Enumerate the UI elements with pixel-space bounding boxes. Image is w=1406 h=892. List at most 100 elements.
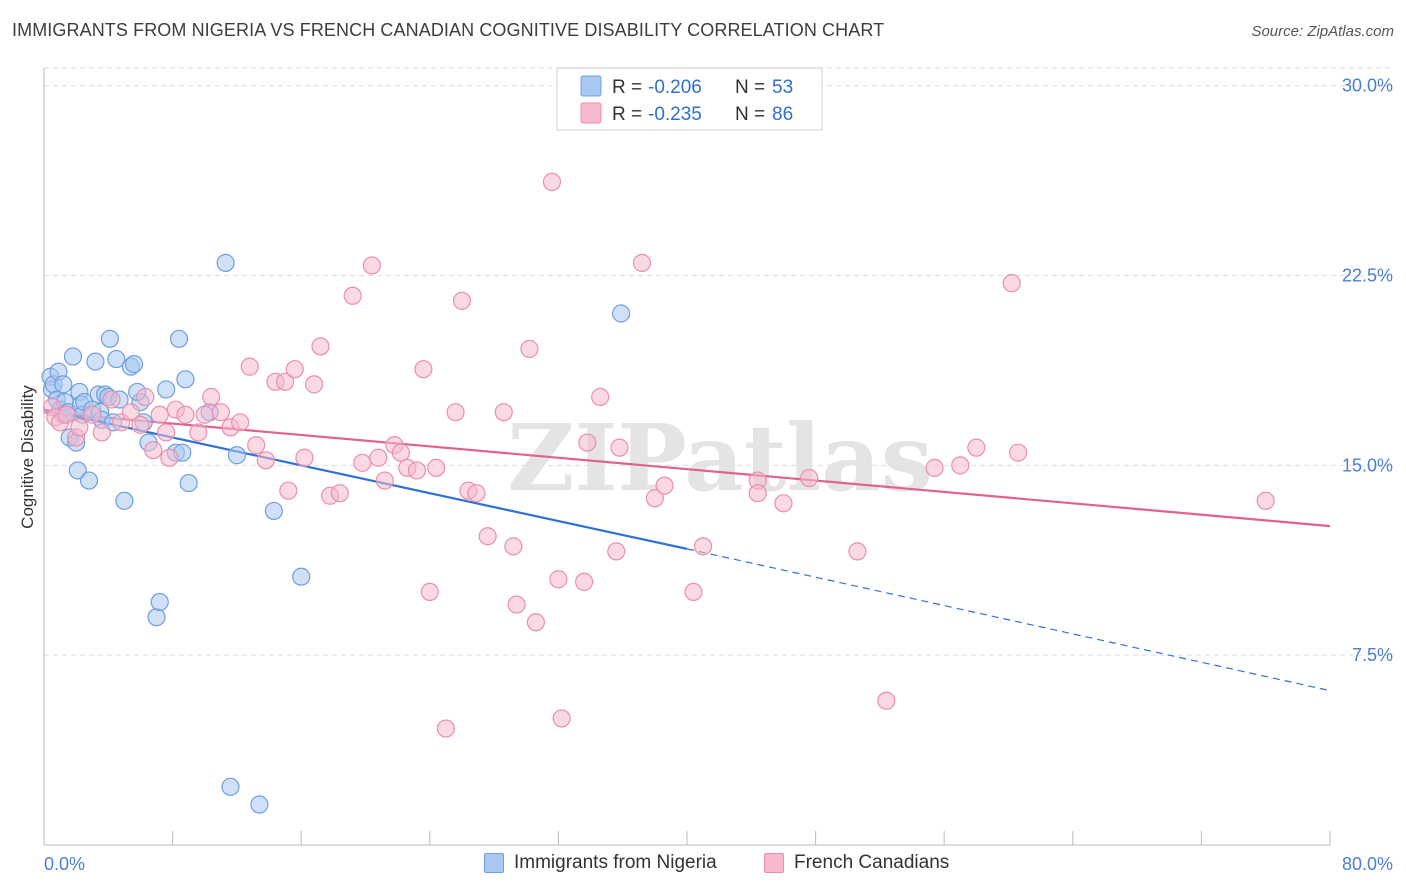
- legend-n-value: 53: [772, 77, 793, 98]
- french-canadian-point: [102, 390, 121, 409]
- trend-lines: [43, 408, 1331, 692]
- y-tick-label: 15.0%: [1342, 455, 1393, 475]
- french-canadian-point: [446, 403, 465, 422]
- nigeria-point: [264, 501, 283, 521]
- watermark: ZIPatlas: [507, 404, 932, 512]
- nigeria-point: [292, 567, 311, 586]
- french-canadian-point: [1256, 491, 1275, 510]
- french-canadian-point: [240, 357, 259, 376]
- french-canadian-point: [157, 423, 176, 442]
- french-canadian-point: [542, 172, 562, 191]
- nigeria-point: [100, 329, 120, 348]
- french-canadian-point: [407, 461, 427, 480]
- nigeria-point: [221, 777, 240, 796]
- french-canadian-point: [526, 613, 545, 632]
- french-canadian-point: [256, 451, 275, 470]
- legend-swatch: [580, 102, 602, 124]
- french-canadian-point: [144, 441, 163, 460]
- french-canadian-point: [427, 458, 446, 477]
- nigeria-point: [250, 795, 269, 814]
- french-canadian-point: [57, 405, 76, 424]
- axes: [43, 68, 1331, 846]
- x-tick-label: 80.0%: [1342, 854, 1393, 874]
- nigeria-point: [147, 608, 166, 627]
- french-canadian-point: [195, 405, 214, 424]
- nigeria-point: [157, 380, 176, 399]
- french-canadian-point: [420, 582, 439, 602]
- y-axis-label: Cognitive Disability: [18, 385, 37, 529]
- french-canadian-point: [83, 405, 102, 424]
- french-canadian-point: [507, 595, 526, 614]
- legend-r-label: R =: [612, 104, 642, 125]
- y-tick-label: 7.5%: [1352, 645, 1393, 665]
- french-canadian-point: [800, 468, 819, 488]
- french-canadian-point: [436, 719, 455, 738]
- french-canadian-point: [494, 403, 513, 422]
- french-canadian-point: [693, 537, 713, 556]
- french-canadian-point: [295, 448, 314, 467]
- french-canadian-point: [304, 375, 324, 394]
- french-canadian-point: [467, 484, 486, 503]
- stats-legend: R = -0.206 N = 53 R = -0.235 N = 86: [556, 67, 823, 131]
- french-canadian-point: [645, 489, 664, 508]
- french-canadian-point: [414, 360, 433, 379]
- y-tick-labels: 7.5% 15.0% 22.5% 30.0%: [1342, 76, 1393, 665]
- french-canadian-point: [353, 453, 372, 472]
- nigeria-point: [216, 253, 235, 272]
- nigeria-point: [79, 471, 99, 490]
- french-canadian-point: [285, 360, 304, 379]
- french-canadian-point: [607, 542, 626, 561]
- french-canadian-point: [1009, 443, 1028, 462]
- y-tick-label: 22.5%: [1342, 266, 1393, 286]
- french-canadian-point: [330, 484, 349, 503]
- data-points: [41, 86, 1275, 814]
- nigeria-point: [179, 473, 198, 493]
- french-canadian-point: [150, 405, 169, 424]
- french-canadian-point: [231, 413, 250, 432]
- nigeria-point: [124, 355, 144, 374]
- french-canadian-point: [632, 253, 652, 272]
- legend-r-value: -0.235: [648, 104, 702, 125]
- nigeria-point: [68, 461, 87, 480]
- nigeria-point: [54, 375, 73, 394]
- chart-title: IMMIGRANTS FROM NIGERIA VS FRENCH CANADI…: [12, 20, 885, 40]
- nigeria-point: [63, 347, 83, 366]
- nigeria-point: [86, 352, 105, 371]
- french-canadian-point: [655, 476, 674, 495]
- french-canadian-point: [369, 448, 388, 467]
- legend-swatch-pink: [764, 853, 784, 873]
- french-canadian-point: [549, 570, 568, 589]
- french-canadian-point: [189, 423, 208, 442]
- legend-n-value: 86: [772, 104, 793, 125]
- french-canadian-point: [247, 436, 266, 455]
- french-canadian-point: [610, 438, 629, 457]
- french-canadian-point: [877, 691, 896, 710]
- french-canadian-point: [202, 387, 221, 407]
- french-canadian-point: [92, 423, 111, 442]
- legend-label-nigeria: Immigrants from Nigeria: [514, 852, 717, 873]
- french-canadian-point: [70, 418, 89, 437]
- french-canadian-point: [504, 537, 523, 556]
- french-canadian-point: [951, 456, 970, 475]
- nigeria-point: [176, 370, 195, 389]
- french-canadian-point: [575, 572, 594, 591]
- x-tick-label: 0.0%: [44, 854, 85, 874]
- legend-label-french-canadians: French Canadians: [794, 852, 950, 873]
- french-canadian-point: [362, 256, 382, 275]
- series-legend: Immigrants from Nigeria French Canadians: [0, 852, 1406, 878]
- french-canadian-point: [211, 403, 230, 422]
- legend-swatch: [580, 75, 602, 97]
- french-canadian-point: [375, 471, 394, 490]
- nigeria-point: [150, 592, 169, 612]
- nigeria-point: [227, 446, 246, 465]
- french-canadian-trend-line: [43, 411, 1331, 528]
- legend-swatch-blue: [484, 853, 504, 873]
- nigeria-point: [115, 491, 134, 510]
- x-tick-labels: 0.0% 80.0%: [44, 854, 1393, 874]
- french-canadian-point: [121, 403, 140, 422]
- french-canadian-point: [276, 372, 295, 391]
- french-canadian-point: [684, 582, 703, 602]
- french-canadian-point: [131, 415, 150, 434]
- french-canadian-point: [1002, 274, 1021, 293]
